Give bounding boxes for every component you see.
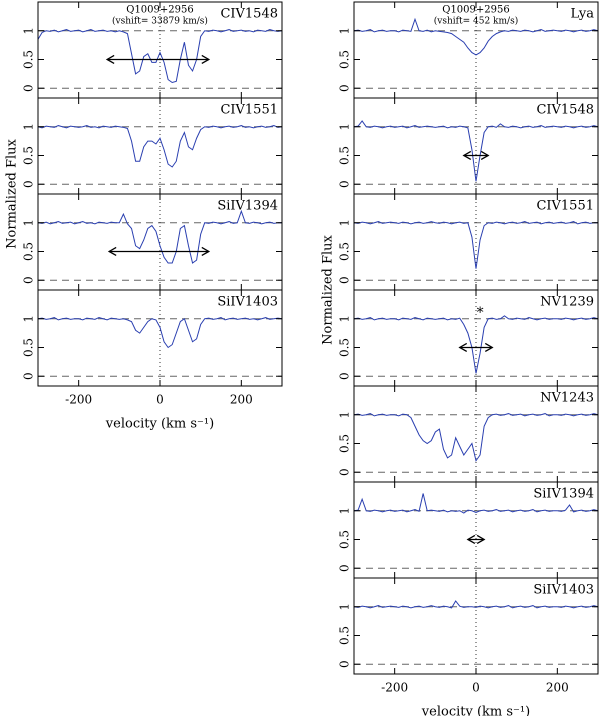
ion-label: NV1243 <box>540 391 594 406</box>
y-tick-label: 0 <box>338 180 352 188</box>
ion-label: CIV1551 <box>220 103 278 118</box>
arrow-head <box>462 150 472 161</box>
y-tick-label: 0 <box>22 180 36 188</box>
y-tick-label: 0.5 <box>338 338 352 357</box>
y-axis-label: Normalized Flux <box>321 234 336 344</box>
y-tick-label: 0 <box>22 276 36 284</box>
spectrum <box>354 600 598 609</box>
y-tick-label: 0.5 <box>338 50 352 69</box>
y-tick-label: 0.5 <box>22 146 36 165</box>
x-tick-label: 0 <box>156 393 164 407</box>
arrow-head <box>105 54 115 65</box>
y-tick-label: 1 <box>22 219 36 227</box>
x-tick-label: 200 <box>546 681 569 695</box>
y-tick-label: 1 <box>338 27 352 35</box>
y-tick-label: 1 <box>338 603 352 611</box>
arrow-head <box>484 342 494 353</box>
panel-subtitle: (vshift= 33879 km/s) <box>112 16 208 27</box>
spectrum <box>38 125 282 168</box>
y-tick-label: 0.5 <box>338 146 352 165</box>
panel-title: Q1009+2956 <box>126 5 193 16</box>
y-tick-label: 0.5 <box>338 530 352 549</box>
spectrum <box>354 120 598 182</box>
y-tick-label: 0.5 <box>22 50 36 69</box>
y-tick-label: 0 <box>338 372 352 380</box>
y-tick-label: 1 <box>22 315 36 323</box>
arrow-head <box>476 534 486 545</box>
y-axis-label: Normalized Flux <box>5 138 20 248</box>
annotation: * <box>477 305 484 321</box>
spectrum <box>354 315 598 374</box>
y-tick-label: 0 <box>22 372 36 380</box>
ion-label: SiIV1394 <box>533 487 594 502</box>
y-tick-label: 0.5 <box>338 242 352 261</box>
spectrum <box>354 17 598 56</box>
spectrum <box>38 29 282 84</box>
y-tick-label: 1 <box>338 411 352 419</box>
x-tick-label: 0 <box>472 681 480 695</box>
y-tick-label: 1 <box>22 27 36 35</box>
y-tick-label: 0 <box>338 276 352 284</box>
arrow-head <box>107 246 117 257</box>
spectrum <box>354 413 598 462</box>
x-axis-label: velocity (km s⁻¹) <box>105 417 214 432</box>
panel-subtitle: (vshift= 452 km/s) <box>434 16 518 27</box>
x-tick-label: -200 <box>381 681 408 695</box>
y-tick-label: 0 <box>22 84 36 92</box>
ion-label: SiIV1403 <box>217 295 278 310</box>
ion-label: SiIV1394 <box>217 199 278 214</box>
arrow-head <box>201 246 211 257</box>
y-tick-label: 0 <box>338 564 352 572</box>
y-tick-label: 0 <box>338 660 352 668</box>
y-tick-label: 0 <box>338 468 352 476</box>
ion-label: SiIV1403 <box>533 583 594 598</box>
y-tick-label: 0.5 <box>22 338 36 357</box>
ion-label: Lya <box>571 7 595 22</box>
x-tick-label: 200 <box>230 393 253 407</box>
ion-label: CIV1548 <box>220 7 278 22</box>
spectrum <box>38 317 282 349</box>
arrow-head <box>458 342 468 353</box>
y-tick-label: 1 <box>338 219 352 227</box>
x-axis-label: velocity (km s⁻¹) <box>421 705 530 716</box>
y-tick-label: 1 <box>338 315 352 323</box>
x-tick-label: -200 <box>65 393 92 407</box>
panel-title: Q1009+2956 <box>442 5 509 16</box>
arrow-head <box>480 150 490 161</box>
arrow-head <box>201 54 211 65</box>
y-tick-label: 0.5 <box>338 434 352 453</box>
ion-label: NV1239 <box>540 295 594 310</box>
arrow-head <box>466 534 476 545</box>
spectrum <box>354 221 598 269</box>
ion-label: CIV1551 <box>536 199 594 214</box>
y-tick-label: 1 <box>22 123 36 131</box>
y-tick-label: 0.5 <box>338 626 352 645</box>
y-tick-label: 1 <box>338 123 352 131</box>
spectrum <box>354 493 598 514</box>
y-tick-label: 0 <box>338 84 352 92</box>
y-tick-label: 0.5 <box>22 242 36 261</box>
y-tick-label: 1 <box>338 507 352 515</box>
spectrum <box>38 209 282 264</box>
ion-label: CIV1548 <box>536 103 594 118</box>
